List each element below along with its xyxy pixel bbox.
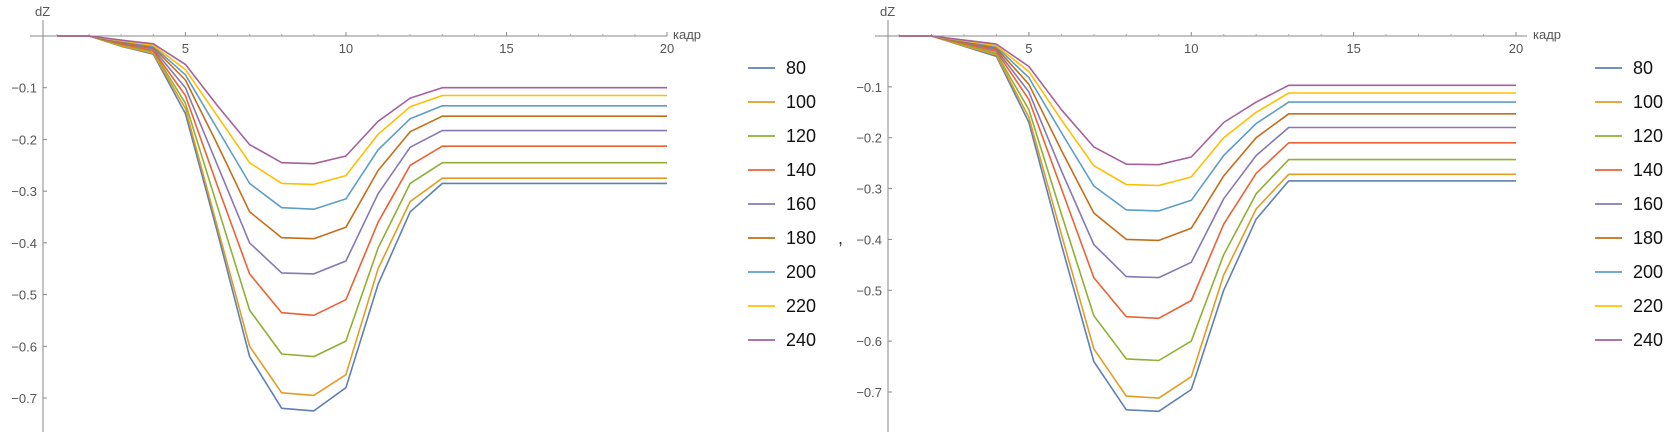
- chart1-legend-label-80: 80: [786, 58, 806, 78]
- chart1-x-axis-label: кадр: [673, 27, 701, 42]
- chart1-y-tick-label: −0.7: [11, 391, 37, 406]
- chart1-series-line-240: [57, 35, 667, 165]
- chart1-y-tick-label: −0.2: [11, 132, 37, 147]
- chart2-series-line-80: [899, 35, 1516, 413]
- chart1-x-tick-label: 10: [339, 41, 353, 56]
- chart1-series-line-180: [57, 35, 667, 240]
- chart2-series-line-240: [899, 35, 1516, 166]
- panel-separator: ,: [838, 228, 843, 248]
- chart2-legend-label-180: 180: [1633, 228, 1663, 248]
- chart2-series-line-160: [899, 35, 1516, 279]
- chart2-y-tick-label: −0.5: [856, 283, 882, 298]
- chart2-legend-label-200: 200: [1633, 262, 1663, 282]
- chart2-legend-label-120: 120: [1633, 126, 1663, 146]
- chart1-x-tick-label: 15: [499, 41, 513, 56]
- chart1-series-line-120: [57, 35, 667, 358]
- chart2-y-tick-label: −0.1: [856, 80, 882, 95]
- chart2-x-tick-label: 15: [1346, 41, 1360, 56]
- chart1-legend-label-140: 140: [786, 160, 816, 180]
- chart1-series-line-160: [57, 35, 667, 275]
- chart2-legend-label-100: 100: [1633, 92, 1663, 112]
- chart1-x-tick-label: 20: [660, 41, 674, 56]
- chart2-x-axis-label: кадр: [1533, 27, 1561, 42]
- chart2-x-tick-label: 10: [1184, 41, 1198, 56]
- chart2-x-tick-label: 5: [1025, 41, 1032, 56]
- chart2-y-tick-label: −0.6: [856, 334, 882, 349]
- chart2-y-tick-label: −0.2: [856, 131, 882, 146]
- chart1-series-line-220: [57, 35, 667, 186]
- chart1-y-tick-label: −0.5: [11, 288, 37, 303]
- chart2-legend-label-80: 80: [1633, 58, 1653, 78]
- chart2-series-line-120: [899, 35, 1516, 362]
- chart2-y-tick-label: −0.7: [856, 385, 882, 400]
- chart2-series-line-180: [899, 35, 1516, 242]
- chart1-y-tick-label: −0.4: [11, 236, 37, 251]
- chart2-y-tick-label: −0.3: [856, 182, 882, 197]
- chart2-legend-label-160: 160: [1633, 194, 1663, 214]
- chart1-legend-label-200: 200: [786, 262, 816, 282]
- chart2-series-line-100: [899, 35, 1516, 399]
- chart1-legend-label-120: 120: [786, 126, 816, 146]
- chart1-legend-label-160: 160: [786, 194, 816, 214]
- chart1-legend-label-240: 240: [786, 330, 816, 350]
- chart1-y-tick-label: −0.3: [11, 184, 37, 199]
- chart2-legend-label-240: 240: [1633, 330, 1663, 350]
- chart2-legend-label-140: 140: [1633, 160, 1663, 180]
- chart1-series-line-200: [57, 35, 667, 210]
- chart2-series-line-200: [899, 35, 1516, 212]
- chart2-y-tick-label: −0.4: [856, 232, 882, 247]
- chart2-series-line-140: [899, 35, 1516, 320]
- chart1-x-tick-label: 5: [182, 41, 189, 56]
- chart1-series-line-80: [57, 35, 667, 412]
- chart1-legend-label-220: 220: [786, 296, 816, 316]
- chart2-series-line-220: [899, 35, 1516, 187]
- chart2-y-axis-label: dZ: [880, 4, 895, 19]
- chart1-series-line-140: [57, 35, 667, 317]
- chart1-y-axis-label: dZ: [35, 4, 50, 19]
- chart1-y-tick-label: −0.6: [11, 339, 37, 354]
- chart2-x-tick-label: 20: [1509, 41, 1523, 56]
- chart1-y-tick-label: −0.1: [11, 81, 37, 96]
- chart1-legend-label-100: 100: [786, 92, 816, 112]
- chart1-legend-label-180: 180: [786, 228, 816, 248]
- chart1-series-line-100: [57, 35, 667, 397]
- chart2-legend-label-220: 220: [1633, 296, 1663, 316]
